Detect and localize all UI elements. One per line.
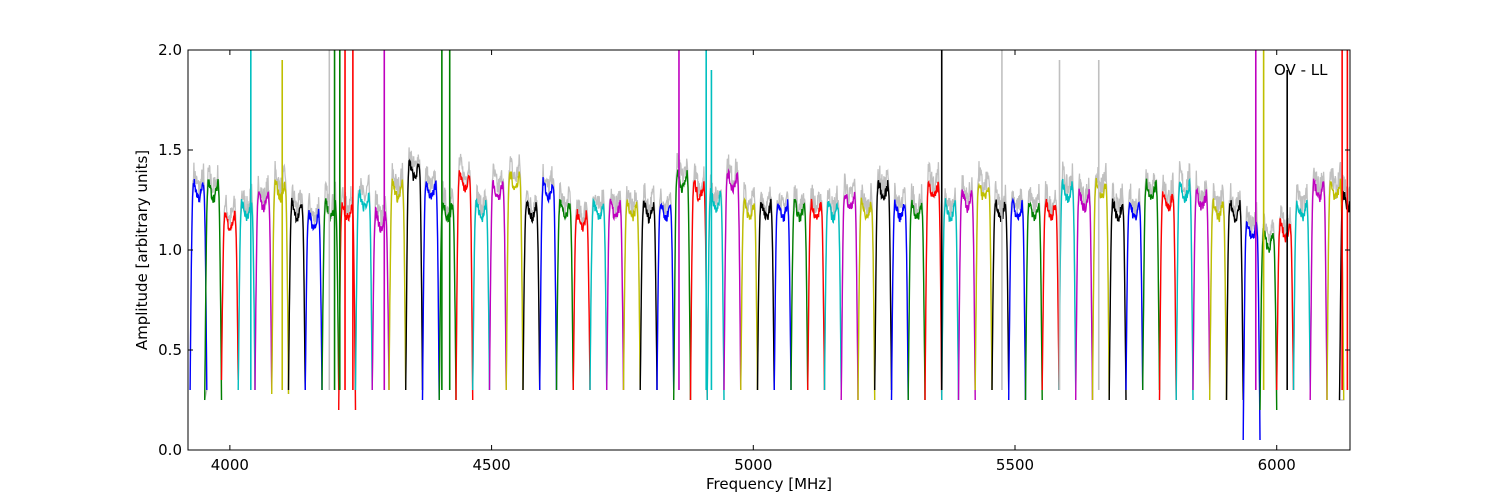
band-trace <box>924 180 943 401</box>
annotation-label: OV - LL <box>1274 61 1328 79</box>
band-trace <box>1309 178 1328 401</box>
band-trace <box>204 178 223 401</box>
band-trace <box>1192 187 1211 391</box>
band-trace <box>421 180 440 401</box>
band-trace <box>488 179 507 391</box>
band-trace <box>539 177 558 391</box>
x-axis-ticks: 4000 4500 5000 5500 6000 <box>211 50 1296 474</box>
band-trace <box>1108 198 1127 401</box>
band-trace <box>189 179 208 391</box>
band-trace <box>1276 218 1295 391</box>
band-trace <box>890 199 909 401</box>
x-axis-label: Frequency [MHz] <box>706 475 832 493</box>
x-tick-label: 4500 <box>472 456 510 474</box>
band-trace <box>656 202 675 391</box>
band-trace <box>991 199 1010 391</box>
band-trace <box>1008 197 1027 401</box>
band-trace <box>1125 201 1144 391</box>
band-trace <box>807 198 826 391</box>
band-trace <box>455 170 474 401</box>
band-trace <box>371 206 390 391</box>
band-trace <box>723 168 742 391</box>
band-trace <box>1225 200 1244 401</box>
band-trace <box>237 199 256 391</box>
band-trace <box>472 197 491 391</box>
band-trace <box>1158 191 1177 401</box>
band-trace <box>220 210 239 381</box>
band-trace <box>957 189 976 401</box>
band-trace <box>639 200 658 391</box>
band-trace <box>907 199 926 401</box>
band-trace <box>1326 178 1345 401</box>
band-trace <box>354 189 373 391</box>
band-trace <box>388 178 407 391</box>
band-trace <box>271 179 290 395</box>
band-trace <box>1175 177 1194 401</box>
band-trace <box>840 191 859 401</box>
band-trace <box>1142 178 1161 391</box>
x-tick-label: 5000 <box>734 456 772 474</box>
band-trace <box>505 171 524 391</box>
band-trace <box>1041 198 1060 391</box>
band-trace <box>622 199 641 391</box>
y-tick-label: 1.5 <box>158 141 182 159</box>
band-trace <box>405 158 424 391</box>
x-tick-label: 6000 <box>1258 456 1296 474</box>
y-tick-label: 1.0 <box>158 241 182 259</box>
band-trace <box>1024 201 1043 401</box>
spectrum-traces <box>189 50 1350 441</box>
band-trace <box>740 197 759 391</box>
x-tick-label: 4000 <box>211 456 249 474</box>
band-trace <box>304 208 323 391</box>
band-trace <box>522 199 541 391</box>
band-trace <box>689 180 708 401</box>
y-tick-label: 2.0 <box>158 41 182 59</box>
band-trace <box>589 197 608 391</box>
band-trace <box>1091 178 1110 401</box>
band-trace <box>773 199 792 391</box>
band-trace <box>606 198 625 391</box>
band-trace <box>974 182 993 391</box>
band-trace <box>823 201 842 391</box>
band-trace <box>254 191 273 391</box>
band-trace <box>287 197 306 391</box>
band-trace <box>1259 227 1278 411</box>
band-trace <box>1209 198 1228 401</box>
y-axis-label: Amplitude [arbitrary units] <box>133 150 151 350</box>
band-trace <box>706 188 725 401</box>
band-trace <box>1058 178 1077 391</box>
band-trace <box>321 198 340 391</box>
band-trace <box>1292 199 1311 391</box>
band-trace <box>941 198 960 401</box>
band-trace <box>673 169 692 401</box>
band-trace <box>790 198 809 391</box>
y-tick-label: 0.0 <box>158 441 182 459</box>
band-trace <box>1242 220 1261 441</box>
x-tick-label: 5500 <box>996 456 1034 474</box>
band-trace <box>555 199 574 391</box>
band-trace <box>874 180 893 391</box>
band-trace <box>857 197 876 401</box>
band-trace <box>756 198 775 391</box>
band-trace <box>572 209 591 391</box>
band-trace <box>1075 188 1094 401</box>
y-axis-ticks: 0.0 0.5 1.0 1.5 2.0 <box>158 41 1350 459</box>
y-tick-label: 0.5 <box>158 341 182 359</box>
